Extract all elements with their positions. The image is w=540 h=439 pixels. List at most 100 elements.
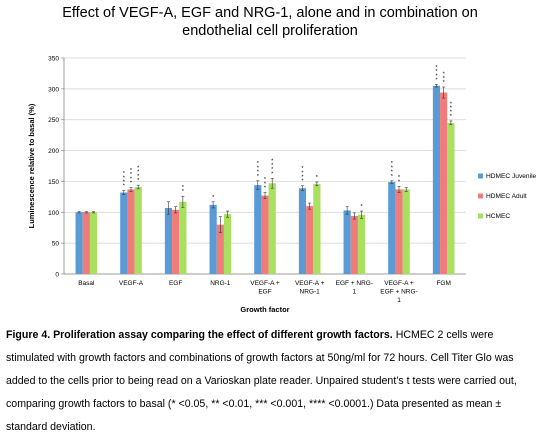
x-tick-label: Basal <box>78 280 95 287</box>
bar <box>395 189 403 274</box>
bar <box>268 183 276 274</box>
x-tick-label: VEGF-A <box>119 280 144 287</box>
bar <box>127 189 135 274</box>
bar <box>75 212 83 274</box>
significance-star: * <box>443 72 446 78</box>
bar <box>120 192 128 274</box>
bar <box>261 195 269 274</box>
x-tick-label: 1 <box>397 297 401 304</box>
bar <box>82 212 90 274</box>
significance-star: * <box>130 181 133 187</box>
significance-star: * <box>398 175 401 181</box>
significance-star: * <box>257 165 260 171</box>
significance-star: * <box>391 161 394 167</box>
axis-labels: Luminescence relative to basal (%) Growt… <box>27 103 451 314</box>
y-tick-label: 150 <box>48 179 59 186</box>
significance-star: * <box>443 76 446 82</box>
bar <box>306 206 314 274</box>
significance-star: * <box>130 176 133 182</box>
significance-star: * <box>450 106 453 112</box>
significance-star: * <box>443 80 446 86</box>
significance-star: * <box>316 175 319 181</box>
significance-star: * <box>182 185 185 191</box>
significance-star: * <box>450 114 453 120</box>
significance-star: * <box>450 110 453 116</box>
legend-swatch <box>478 193 483 199</box>
significance-star: * <box>271 163 274 169</box>
bar <box>313 183 321 274</box>
significance-star: * <box>271 171 274 177</box>
y-tick-label: 0 <box>55 272 59 279</box>
significance-star: * <box>271 159 274 165</box>
y-tick-label: 300 <box>48 86 59 93</box>
significance-star: * <box>264 177 267 183</box>
y-tick-label: 200 <box>48 148 59 155</box>
significance-star: * <box>301 175 304 181</box>
significance-star: * <box>137 178 140 184</box>
significance-star: * <box>257 161 260 167</box>
bar <box>343 210 351 274</box>
significance-star: * <box>123 184 126 190</box>
x-tick-label: VEGF-A + <box>295 280 325 287</box>
significance-star: * <box>123 179 126 185</box>
y-tick-label: 100 <box>48 210 59 217</box>
significance-star: * <box>130 168 133 174</box>
significance-star: * <box>137 170 140 176</box>
bar <box>432 85 441 275</box>
chart-title-line-2: endothelial cell proliferation <box>182 23 358 39</box>
significance-star: * <box>435 65 438 71</box>
significance-star: * <box>123 171 126 177</box>
x-tick-label: VEGF-A + <box>384 280 414 287</box>
significance-star: * <box>123 175 126 181</box>
significance-star: * <box>435 78 438 84</box>
significance-star: * <box>212 195 215 201</box>
significance-star: * <box>391 170 394 176</box>
significance-star: * <box>257 174 260 180</box>
significance-star: * <box>271 167 274 173</box>
chart-title: Effect of VEGF-A, EGF and NRG-1, alone a… <box>0 4 540 40</box>
bar <box>179 201 187 274</box>
y-tick-label: 350 <box>48 56 59 63</box>
x-tick-label: EGF <box>169 280 182 287</box>
bars: ****************************************… <box>75 65 455 275</box>
significance-star: * <box>182 189 185 195</box>
chart-title-line-1: Effect of VEGF-A, EGF and NRG-1, alone a… <box>62 5 478 21</box>
bar <box>388 182 396 274</box>
significance-star: * <box>264 186 267 192</box>
x-tick-label: 1 <box>353 289 357 296</box>
legend-label: HCMEC <box>486 213 510 220</box>
legend-label: HDMEC Adult <box>486 193 527 200</box>
legend: HDMEC Juvenile HDMEC Adult HCMEC <box>478 173 537 220</box>
bar <box>164 207 173 274</box>
x-tick-label: EGF + NRG- <box>336 280 373 287</box>
x-tick-label: VEGF-A + <box>250 280 280 287</box>
significance-star: * <box>257 170 260 176</box>
bar <box>209 204 217 274</box>
significance-star: * <box>435 69 438 75</box>
x-tick-label: FGM <box>436 280 450 287</box>
significance-star: * <box>130 172 133 178</box>
bar <box>447 122 455 274</box>
bar <box>89 212 98 274</box>
x-tick-label: EGF + NRG- <box>380 289 417 296</box>
significance-star: * <box>137 174 140 180</box>
x-tick-label: NRG-1 <box>300 289 321 296</box>
bar <box>357 214 366 274</box>
significance-star: * <box>391 165 394 171</box>
bar <box>350 215 358 274</box>
bar <box>172 209 180 274</box>
significance-star: * <box>391 174 394 180</box>
figure-caption: Figure 4. Proliferation assay comparing … <box>6 324 536 439</box>
bar <box>440 92 448 274</box>
significance-star: * <box>301 170 304 176</box>
y-axis-label: Luminescence relative to basal (%) <box>27 103 36 228</box>
bar <box>223 214 232 274</box>
y-tick-label: 50 <box>52 241 60 248</box>
legend-label: HDMEC Juvenile <box>486 173 537 180</box>
caption-text: HCMEC 2 cells were stimulated with growt… <box>6 329 517 433</box>
legend-swatch <box>478 213 483 219</box>
significance-star: * <box>450 101 453 107</box>
x-axis-label: Growth factor <box>240 305 289 314</box>
significance-star: * <box>137 166 140 172</box>
